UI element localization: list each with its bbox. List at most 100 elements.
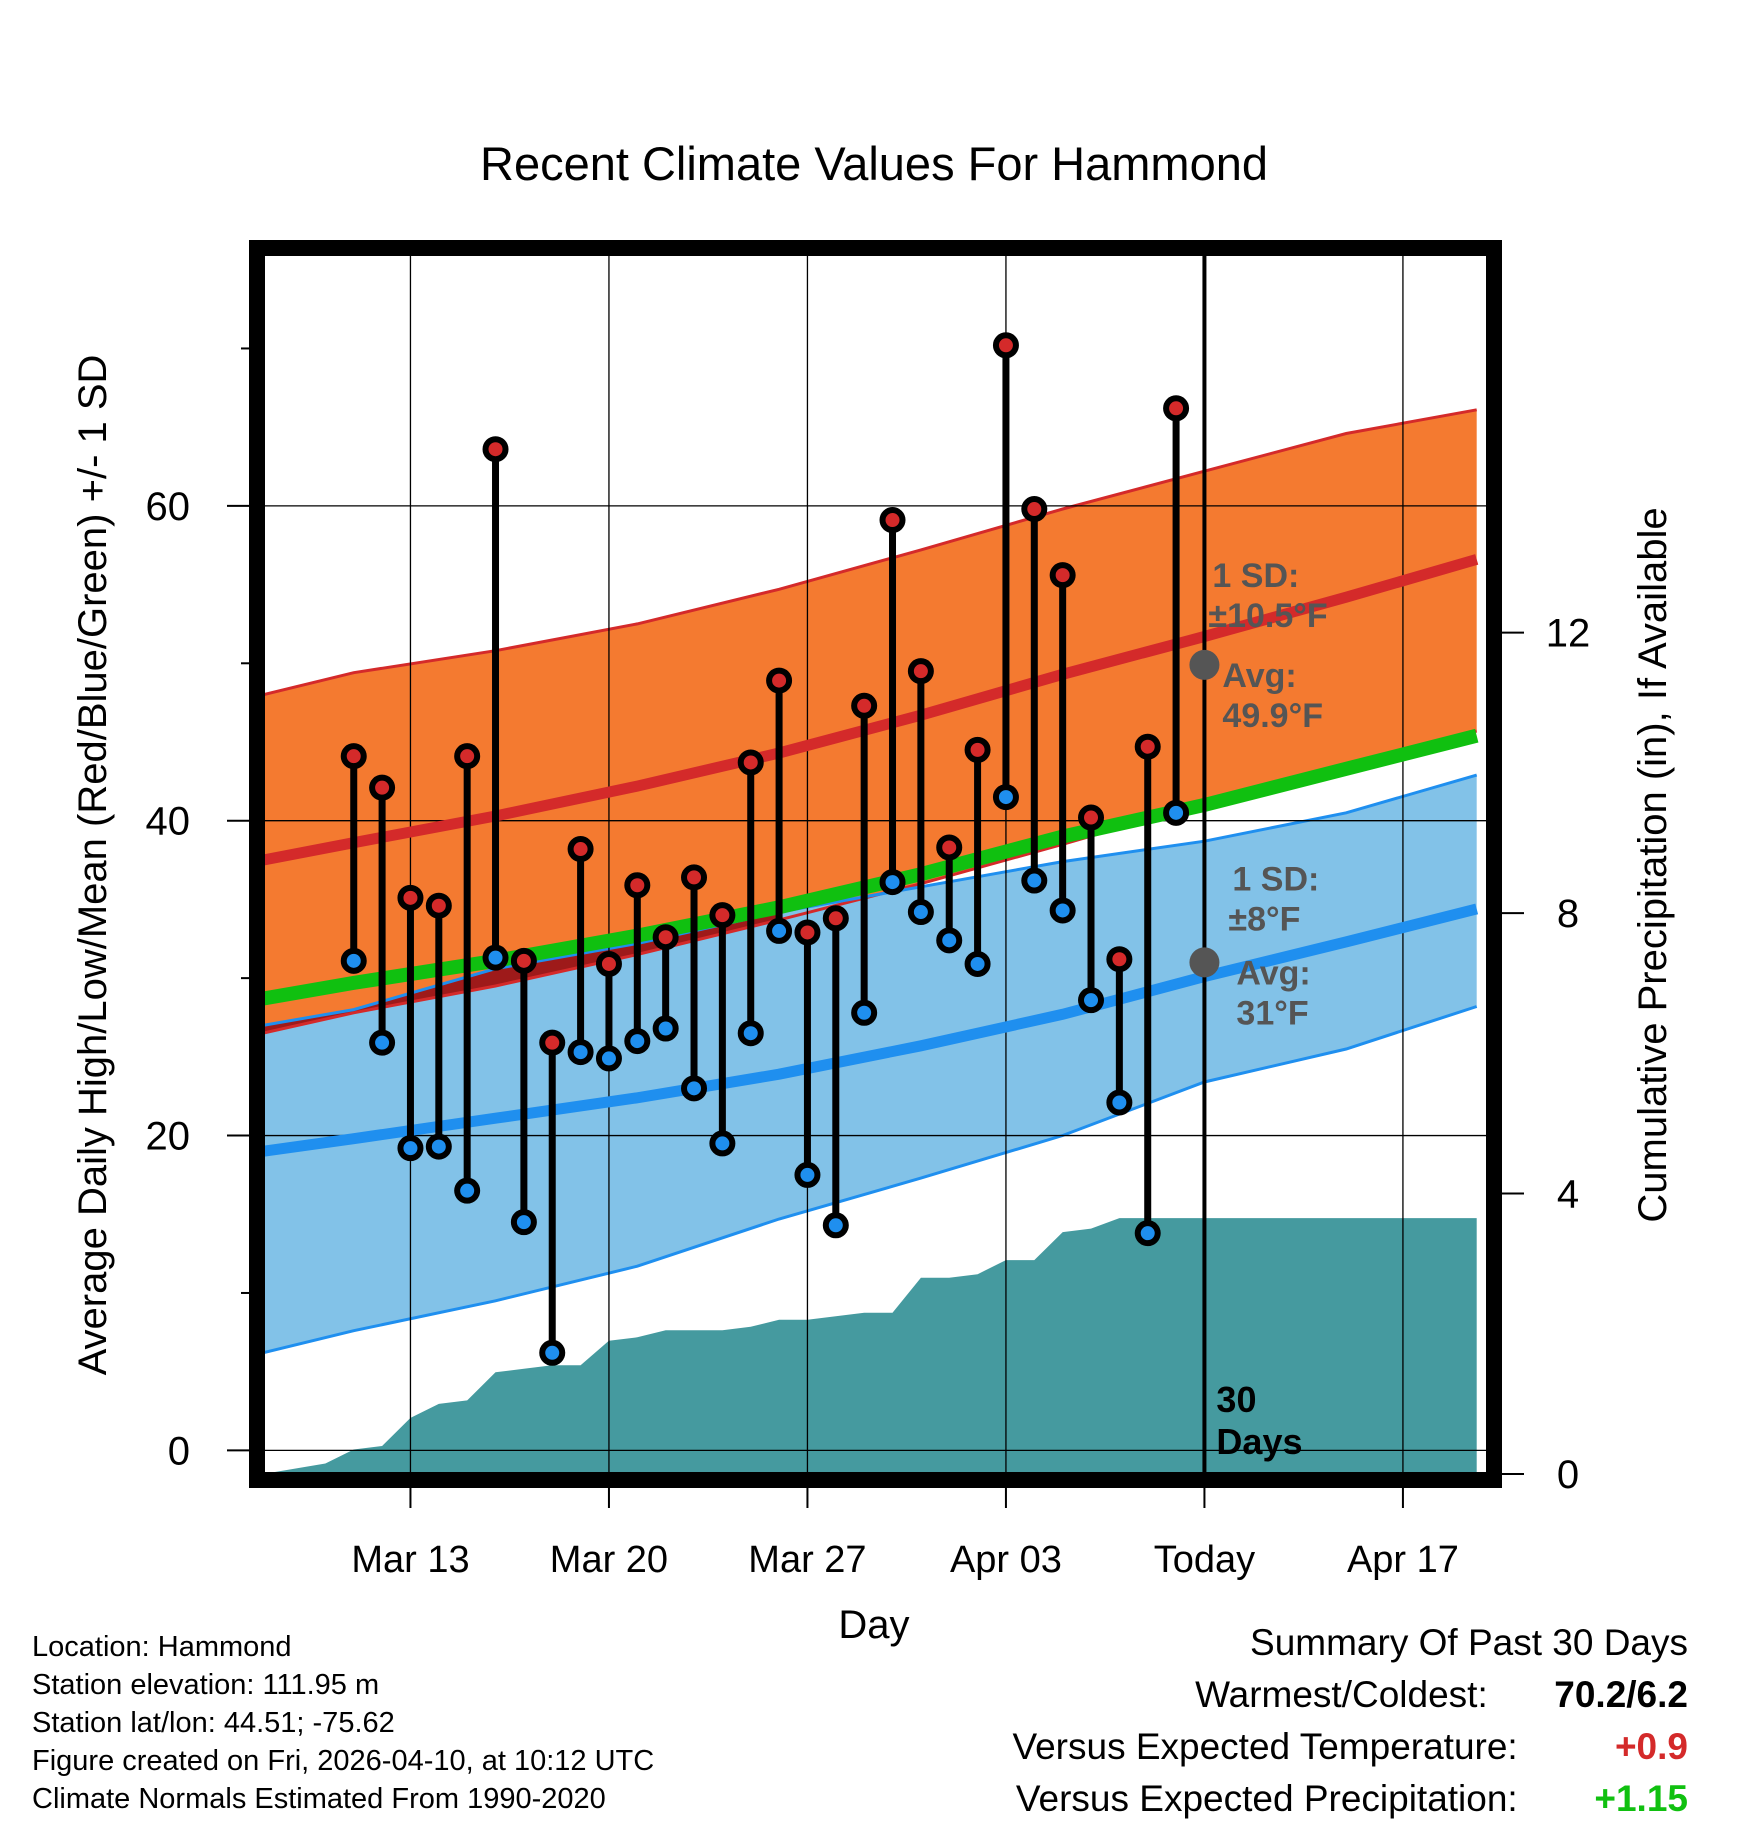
y-tick-label: 20	[146, 1115, 191, 1159]
normal-low-line	[263, 903, 1479, 1157]
footer-location: Location: Hammond	[32, 1631, 292, 1663]
today-days-label: 30 Days	[1216, 1379, 1302, 1462]
today-marker: 30 Days	[1202, 254, 1302, 1474]
daily-low-point	[794, 1161, 821, 1188]
y2-axis-label: Cumulative Precipitation (in), If Availa…	[1631, 507, 1675, 1222]
daily-high-point	[595, 950, 622, 977]
high-avg-title: Avg:	[1222, 657, 1296, 695]
daily-low-point	[737, 1020, 764, 1047]
footer-normals: Climate Normals Estimated From 1990-2020	[32, 1783, 606, 1815]
daily-high-point	[1134, 733, 1161, 760]
high-sd-value: ±10.5°F	[1208, 597, 1327, 635]
precipitation-label: Versus Expected Precipitation:	[1015, 1778, 1518, 1819]
daily-low-point	[1021, 867, 1048, 894]
footer-created: Figure created on Fri, 2026-04-10, at 10…	[32, 1745, 655, 1777]
daily-low-point	[964, 950, 991, 977]
daily-low-point	[510, 1209, 537, 1236]
summary-temperature: Versus Expected Temperature: +0.9	[1012, 1726, 1688, 1768]
daily-low-point	[709, 1130, 736, 1157]
daily-low-point	[766, 917, 793, 944]
daily-high-point	[1078, 804, 1105, 831]
daily-low-point	[1078, 987, 1105, 1014]
daily-low-point	[936, 927, 963, 954]
daily-high-point	[964, 736, 991, 763]
chart-title: Recent Climate Values For Hammond	[480, 137, 1268, 190]
x-tick-label: Apr 17	[1347, 1539, 1459, 1581]
daily-low-point	[681, 1075, 708, 1102]
daily-low-point	[369, 1029, 396, 1056]
x-tick-label: Mar 20	[550, 1539, 668, 1581]
y2-tick-label: 8	[1557, 892, 1579, 936]
normal-high-line	[263, 554, 1479, 866]
low-avg-title: Avg:	[1236, 954, 1310, 992]
daily-low-point	[822, 1212, 849, 1239]
daily-low-point	[567, 1039, 594, 1066]
low-avg-value: 31°F	[1236, 994, 1308, 1032]
temperature-label: Versus Expected Temperature:	[1012, 1726, 1518, 1767]
daily-high-point	[992, 332, 1019, 359]
high-avg-point	[1189, 649, 1220, 680]
x-tick-label: Today	[1154, 1539, 1255, 1581]
daily-high-point	[652, 924, 679, 951]
y-tick-label: 60	[146, 485, 191, 529]
daily-high-point	[539, 1029, 566, 1056]
daily-high-point	[425, 892, 452, 919]
today-days-label-line: Days	[1216, 1421, 1302, 1462]
daily-high-point	[340, 743, 367, 770]
low-sd-band	[263, 775, 1477, 1353]
low-avg-point	[1189, 947, 1220, 978]
y-axis-label: Average Daily High/Low/Mean (Red/Blue/Gr…	[71, 355, 115, 1376]
summary-title: Summary Of Past 30 Days	[1250, 1622, 1688, 1663]
x-axis-label: Day	[838, 1603, 909, 1647]
daily-high-point	[567, 836, 594, 863]
daily-low-point	[624, 1028, 651, 1055]
warmest-coldest-value: 70.2/6.2	[1554, 1674, 1688, 1715]
x-tick-label: Mar 13	[351, 1539, 469, 1581]
high-sd-title: 1 SD:	[1212, 557, 1299, 595]
daily-low-point	[1049, 897, 1076, 924]
daily-high-point	[454, 743, 481, 770]
daily-high-point	[851, 692, 878, 719]
daily-high-point	[369, 774, 396, 801]
daily-high-point	[1021, 496, 1048, 523]
daily-low-point	[539, 1339, 566, 1366]
y2-tick-label: 12	[1546, 612, 1591, 656]
y-tick-label: 40	[146, 800, 191, 844]
x-tick-label: Mar 27	[748, 1539, 866, 1581]
daily-high-point	[510, 947, 537, 974]
low-sd-value: ±8°F	[1228, 900, 1300, 938]
temperature-value: +0.9	[1614, 1726, 1688, 1767]
low-sd-upper-line	[263, 773, 1478, 1027]
observations	[340, 332, 1190, 1366]
daily-low-point	[340, 947, 367, 974]
daily-high-point	[822, 905, 849, 932]
daily-high-point	[624, 872, 651, 899]
daily-high-point	[681, 864, 708, 891]
daily-low-point	[652, 1015, 679, 1042]
daily-low-point	[907, 899, 934, 926]
normal-mean-line	[263, 728, 1479, 1006]
daily-high-point	[1106, 946, 1133, 973]
precipitation-area	[263, 1218, 1477, 1474]
normal-lines	[263, 554, 1479, 1157]
footer-latlon: Station lat/lon: 44.51; -75.62	[32, 1707, 395, 1739]
daily-low-point	[851, 999, 878, 1026]
precipitation-layer	[263, 1218, 1477, 1474]
gridlines	[263, 254, 1488, 1474]
x-tick-label: Apr 03	[950, 1539, 1062, 1581]
daily-high-point	[766, 667, 793, 694]
today-days-label-line: 30	[1216, 1379, 1256, 1420]
low-sd-title: 1 SD:	[1232, 860, 1319, 898]
high-sd-upper-line	[263, 408, 1477, 697]
daily-high-point	[936, 834, 963, 861]
daily-high-point	[794, 919, 821, 946]
y-tick-label: 0	[168, 1429, 190, 1473]
summary-warmest-coldest: Warmest/Coldest: 70.2/6.2	[1195, 1674, 1688, 1716]
precipitation-value: +1.15	[1594, 1778, 1688, 1819]
daily-high-point	[1049, 562, 1076, 589]
daily-low-point	[454, 1177, 481, 1204]
daily-low-point	[482, 944, 509, 971]
summary-precipitation: Versus Expected Precipitation: +1.15	[1016, 1778, 1688, 1820]
